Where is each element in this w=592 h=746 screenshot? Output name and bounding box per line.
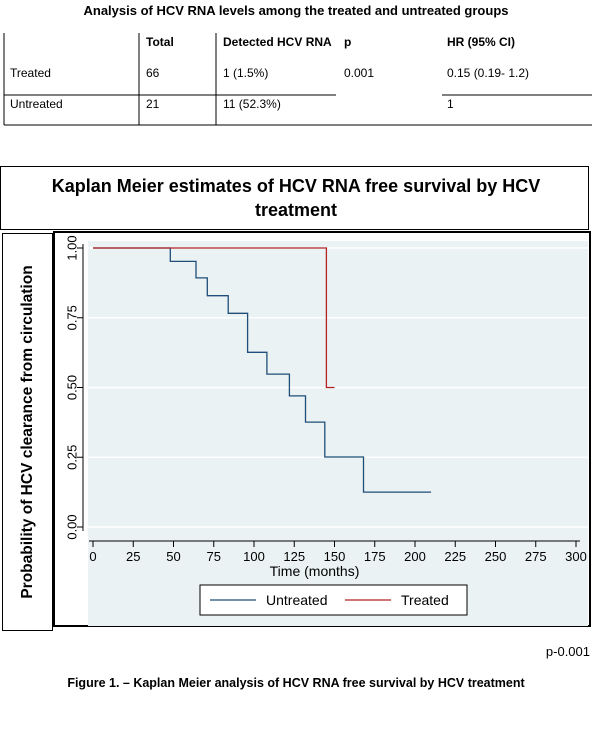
km-chart: 0.00 0.25 0.50 0.75 1.00 0 25 50 75 100 125 150 175 2… <box>56 234 588 626</box>
col-header-detected: Detected HCV RNA <box>223 35 332 49</box>
row-untreated-detected: 11 (52.3%) <box>223 97 281 111</box>
x-tick-label: 100 <box>243 549 265 564</box>
y-tick-label: 1.00 <box>64 235 79 260</box>
row-untreated-hr: 1 <box>447 97 454 111</box>
x-tick-label: 25 <box>126 549 140 564</box>
row-treated-group: Treated <box>10 66 51 80</box>
col-header-hr: HR (95% CI) <box>447 35 516 49</box>
figure-title-line2: treatment <box>254 200 338 220</box>
x-tick-label: 125 <box>283 549 305 564</box>
x-tick-label: 175 <box>364 549 386 564</box>
axes: 0.00 0.25 0.50 0.75 1.00 0 25 50 75 100 125 150 175 2… <box>64 235 586 564</box>
series-line-treated <box>93 247 335 389</box>
col-header-p: p <box>344 35 352 49</box>
row-untreated-group: Untreated <box>10 97 63 111</box>
x-tick-label: 275 <box>525 549 547 564</box>
series-lines <box>93 247 432 493</box>
x-axis-label: Time (months) <box>270 563 360 579</box>
plot-background <box>88 241 588 626</box>
y-tick-label: 0.00 <box>64 514 79 539</box>
y-tick-label: 0.50 <box>64 375 79 400</box>
series-line-untreated <box>93 247 432 493</box>
y-axis-label: Probability of HCV clearance from circul… <box>19 265 36 599</box>
y-axis-label-box <box>2 233 53 631</box>
row-untreated-total: 21 <box>146 97 160 111</box>
row-treated-hr: 0.15 (0.19- 1.2) <box>447 66 530 80</box>
x-tick-label: 225 <box>444 549 466 564</box>
p-value-note: p-0.001 <box>545 644 590 659</box>
x-tick-label: 0 <box>89 549 96 564</box>
x-tick-label: 300 <box>565 549 587 564</box>
figure-title: Kaplan Meier estimates of HCV RNA free s… <box>0 174 592 222</box>
legend: Untreated Treated <box>199 584 468 616</box>
x-tick-label: 200 <box>404 549 426 564</box>
row-treated-detected: 1 (1.5%) <box>223 66 269 80</box>
x-tick-label: 150 <box>324 549 346 564</box>
table-title: Analysis of HCV RNA levels among the tre… <box>83 3 509 18</box>
table-grid <box>3 33 592 126</box>
col-header-total: Total <box>146 35 174 49</box>
row-treated-p: 0.001 <box>344 66 375 80</box>
x-tick-label: 250 <box>485 549 507 564</box>
row-treated-total: 66 <box>146 66 160 80</box>
y-tick-label: 0.75 <box>64 305 79 330</box>
x-tick-label: 50 <box>166 549 180 564</box>
y-tick-label: 0.25 <box>64 445 79 470</box>
figure-title-line1: Kaplan Meier estimates of HCV RNA free s… <box>51 176 541 196</box>
figure-caption: Figure 1. – Kaplan Meier analysis of HCV… <box>67 676 525 690</box>
figure-title-box <box>0 166 589 230</box>
legend-label-treated: Treated <box>401 592 449 608</box>
x-tick-label: 75 <box>207 549 221 564</box>
legend-label-untreated: Untreated <box>266 592 327 608</box>
